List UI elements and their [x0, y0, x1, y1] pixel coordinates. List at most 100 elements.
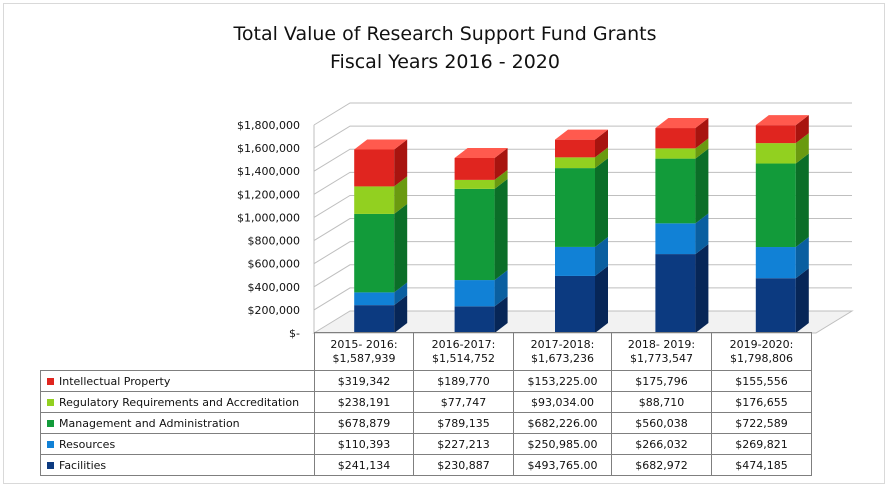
bar-side [695, 138, 709, 159]
data-label: $493,765.00 [513, 454, 612, 476]
bar-front [454, 280, 495, 307]
bar-front [354, 149, 395, 187]
data-label: $77,747 [413, 391, 514, 413]
bar-front [755, 125, 796, 144]
bar-front [454, 157, 495, 180]
bar-segment [655, 213, 709, 255]
bar-front [755, 143, 796, 164]
bar-segment [454, 178, 508, 281]
bar-side [394, 295, 408, 333]
bar-top [454, 147, 508, 158]
y-tick-label: $200,000 [248, 304, 301, 317]
bar-side [595, 129, 608, 158]
category-total: $1,798,806 [730, 351, 793, 365]
bar-segment [354, 139, 408, 187]
category-total: $1,773,547 [630, 351, 693, 365]
series-row: Resources $110,393 $227,213 $250,985.00 $266… [40, 433, 812, 455]
bar-side [795, 115, 809, 144]
category-total: $1,514,752 [432, 351, 495, 365]
category-header: 2015- 2016: $1,587,939 [314, 332, 414, 371]
data-label: $682,972 [611, 454, 712, 476]
category-year: 2015- 2016: [330, 337, 398, 351]
category-year: 2016-2017: [431, 337, 496, 351]
bar-front [555, 246, 595, 276]
bar-segment [454, 270, 508, 307]
chart-subtitle: Fiscal Years 2016 - 2020 [330, 51, 560, 73]
bar-side [595, 147, 608, 169]
legend-swatch [47, 440, 54, 448]
bar-segment [555, 236, 608, 276]
bar-side [795, 153, 809, 248]
data-label: $227,213 [413, 433, 514, 455]
bar-side [394, 176, 408, 214]
series-name: Management and Administration [59, 416, 240, 430]
bar-side [695, 118, 709, 149]
data-table-header: 2015- 2016: $1,587,939 2016-2017: $1,514,75… [40, 332, 812, 371]
data-label: $88,710 [611, 391, 712, 413]
bar-front [354, 186, 395, 214]
bars [354, 115, 809, 333]
series-row: Intellectual Property $319,342 $189,770 $15… [40, 370, 812, 392]
data-label: $722,589 [711, 412, 812, 434]
bar-side [494, 169, 508, 189]
series-legend-cell: Management and Administration [40, 412, 315, 434]
category-header: 2018- 2019: $1,773,547 [611, 332, 712, 371]
bar-side [494, 270, 508, 307]
bar-segment [655, 138, 709, 159]
bar-segment [655, 118, 709, 149]
chart-title: Total Value of Research Support Fund Gra… [233, 23, 657, 45]
series-legend-cell: Facilities [40, 454, 315, 476]
data-label: $189,770 [413, 370, 514, 392]
data-label: $250,985.00 [513, 433, 612, 455]
category-header: 2016-2017: $1,514,752 [413, 332, 514, 371]
bar-side [394, 282, 408, 306]
data-label: $175,796 [611, 370, 712, 392]
bar-side [695, 148, 709, 224]
bar-side [795, 133, 809, 164]
bar-side [394, 203, 408, 293]
bar-top [354, 139, 408, 150]
bar-front [555, 139, 595, 158]
chart-title-block: Total Value of Research Support Fund Gra… [0, 20, 890, 76]
bar-front [454, 188, 495, 281]
data-table-corner [40, 332, 315, 371]
legend-swatch [47, 461, 54, 469]
bar-segment [755, 268, 809, 333]
legend-swatch [47, 377, 54, 385]
data-label: $474,185 [711, 454, 812, 476]
y-tick-label: $1,600,000 [237, 142, 300, 155]
y-tick-label: $1,800,000 [237, 119, 300, 132]
category-year: 2019-2020: [729, 337, 794, 351]
data-label: $266,032 [611, 433, 712, 455]
y-tick-label: $600,000 [248, 258, 301, 271]
data-label: $269,821 [711, 433, 812, 455]
bar-side [695, 213, 709, 255]
legend-swatch [47, 419, 54, 427]
bar-front [655, 254, 696, 333]
category-year: 2018- 2019: [627, 337, 696, 351]
series-legend-cell: Intellectual Property [40, 370, 315, 392]
bar-side [795, 268, 809, 333]
bar-front [655, 223, 696, 255]
bar-front [454, 306, 495, 333]
bar-side [394, 139, 408, 187]
bar-front [354, 305, 395, 333]
bar-front [755, 278, 796, 333]
series-name: Facilities [59, 458, 107, 472]
bar-segment [555, 147, 608, 169]
bar-front [655, 158, 696, 224]
bar-front [555, 275, 595, 333]
category-total: $1,673,236 [531, 351, 594, 365]
bar-segment [755, 133, 809, 164]
bar-segment [354, 295, 408, 333]
y-tick-label: $1,200,000 [237, 188, 300, 201]
data-label: $678,879 [314, 412, 414, 434]
data-label: $241,134 [314, 454, 414, 476]
bar-front [755, 163, 796, 248]
bar-front [655, 128, 696, 149]
bar-segment [655, 244, 709, 333]
series-legend-cell: Resources [40, 433, 315, 455]
gridline [313, 102, 852, 126]
category-header: 2019-2020: $1,798,806 [711, 332, 812, 371]
data-label: $682,226.00 [513, 412, 612, 434]
